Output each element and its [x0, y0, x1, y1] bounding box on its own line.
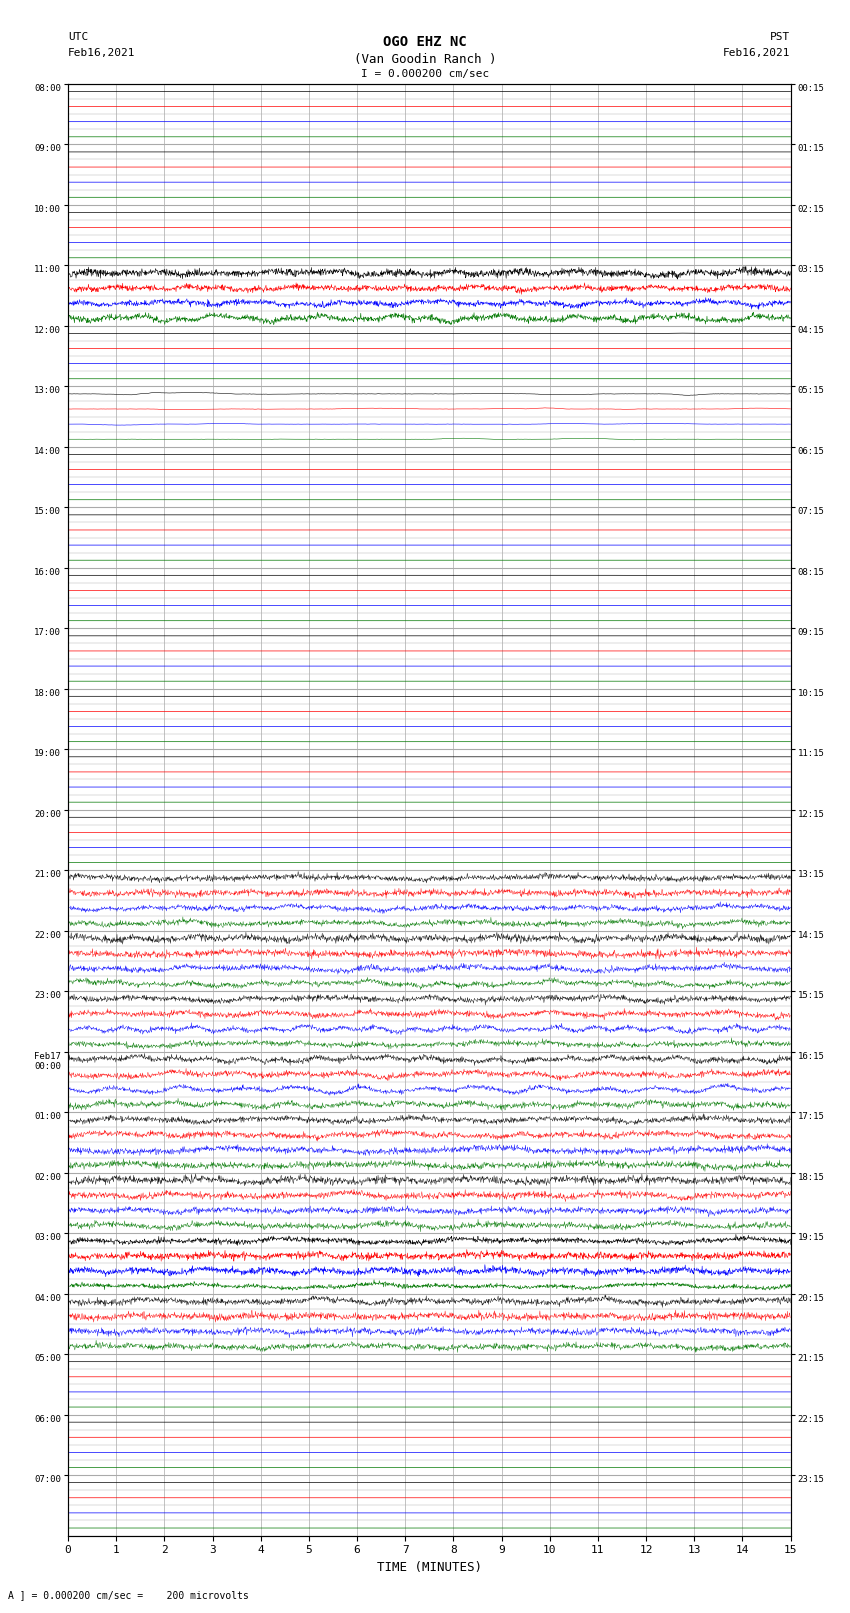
Text: A ] = 0.000200 cm/sec =    200 microvolts: A ] = 0.000200 cm/sec = 200 microvolts: [8, 1590, 249, 1600]
X-axis label: TIME (MINUTES): TIME (MINUTES): [377, 1561, 482, 1574]
Text: (Van Goodin Ranch ): (Van Goodin Ranch ): [354, 53, 496, 66]
Text: Feb16,2021: Feb16,2021: [68, 48, 135, 58]
Text: I = 0.000200 cm/sec: I = 0.000200 cm/sec: [361, 69, 489, 79]
Text: UTC: UTC: [68, 32, 88, 42]
Text: OGO EHZ NC: OGO EHZ NC: [383, 35, 467, 50]
Text: Feb16,2021: Feb16,2021: [723, 48, 791, 58]
Text: PST: PST: [770, 32, 790, 42]
